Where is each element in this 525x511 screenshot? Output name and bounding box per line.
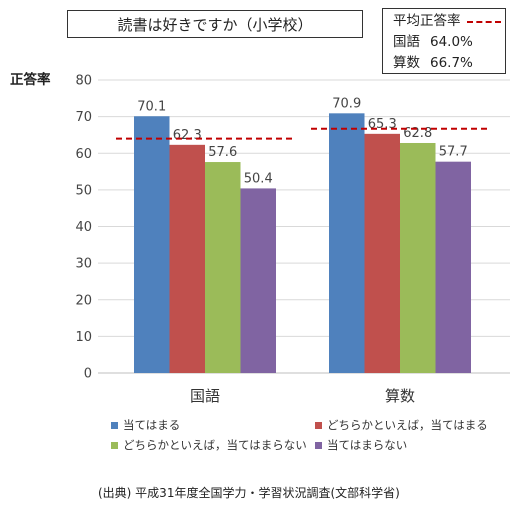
legend-item: どちらかといえば，当てはまらない: [111, 437, 307, 453]
y-axis-label: 正答率: [10, 72, 51, 88]
y-tick-label: 10: [75, 330, 92, 345]
chart-title: 読書は好きですか（小学校）: [67, 10, 363, 38]
x-tick-label: 国語: [190, 387, 220, 405]
legend-swatch: [111, 421, 118, 429]
bar: [400, 142, 436, 373]
average-category: 算数: [393, 55, 420, 71]
average-row-sansu: 算数 66.7%: [393, 53, 505, 74]
y-tick-label: 20: [75, 293, 92, 308]
y-tick-label: 0: [84, 367, 92, 382]
bar: [205, 162, 241, 373]
legend-item: どちらかといえば，当てはまる: [315, 417, 488, 433]
bar: [134, 116, 170, 373]
y-tick-label: 50: [75, 183, 92, 198]
bar: [364, 133, 400, 373]
legend-swatch: [315, 441, 322, 449]
average-row-kokugo: 国語 64.0%: [393, 32, 505, 53]
average-value: 64.0%: [430, 34, 473, 50]
data-label: 50.4: [244, 171, 273, 186]
bar: [169, 144, 205, 373]
legend-label: 当てはまる: [123, 418, 181, 432]
y-tick-label: 30: [75, 257, 92, 272]
source-citation: (出典) 平成31年度全国学力・学習状況調査(文部科学省): [98, 486, 400, 500]
bar: [329, 113, 365, 374]
legend-label: どちらかといえば，当てはまらない: [123, 438, 307, 452]
data-label: 70.1: [137, 99, 166, 114]
legend-swatch: [111, 441, 118, 449]
average-legend-title: 平均正答率: [393, 13, 461, 29]
legend-item: 当てはまる: [111, 417, 180, 433]
data-label: 70.9: [332, 96, 361, 111]
bar: [240, 188, 276, 373]
data-label: 62.3: [173, 128, 202, 143]
data-label: 57.6: [208, 145, 237, 160]
x-tick-label: 算数: [385, 387, 415, 405]
data-label: 57.7: [439, 145, 468, 160]
average-line-swatch: [466, 20, 501, 23]
y-tick-label: 60: [75, 147, 92, 162]
legend-label: どちらかといえば，当てはまる: [327, 418, 488, 432]
average-legend-box: 平均正答率 国語 64.0% 算数 66.7%: [382, 8, 506, 74]
legend-label: 当てはまらない: [327, 438, 408, 452]
y-tick-label: 80: [75, 74, 92, 89]
y-tick-label: 70: [75, 110, 92, 125]
bar: [435, 161, 471, 373]
legend-swatch: [315, 421, 322, 429]
average-category: 国語: [393, 34, 420, 50]
average-value: 66.7%: [430, 55, 473, 71]
data-label: 62.8: [403, 126, 432, 141]
legend-item: 当てはまらない: [315, 437, 407, 453]
y-tick-label: 40: [75, 220, 92, 235]
